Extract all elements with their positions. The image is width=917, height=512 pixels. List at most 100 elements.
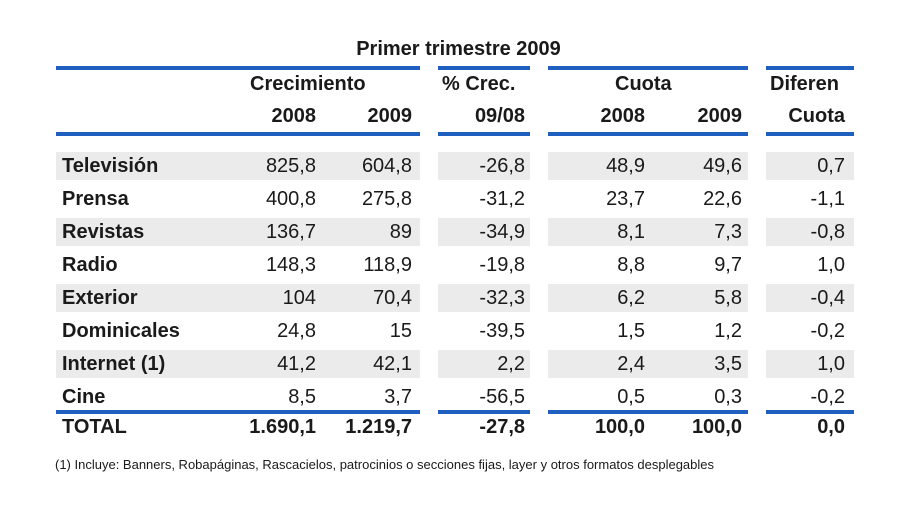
header-cuota-label: Cuota — [788, 105, 845, 127]
row-c2008: 148,3 — [265, 254, 316, 276]
row-dif: 1,0 — [817, 254, 845, 276]
row-q2009: 9,7 — [714, 254, 742, 276]
row-c2008: 8,5 — [288, 386, 316, 408]
row-dif: 0,7 — [817, 155, 845, 177]
row-c2008: 136,7 — [265, 221, 316, 243]
row-shade — [548, 152, 748, 180]
total-bar-crec — [438, 410, 530, 414]
row-shade — [56, 350, 420, 378]
header-diferen: Diferen — [770, 73, 839, 95]
header-bottom-bar-crecimiento — [56, 132, 420, 136]
row-crec: -56,5 — [479, 386, 525, 408]
row-label: Cine — [62, 386, 106, 408]
row-shade — [766, 152, 854, 180]
row-shade — [548, 284, 748, 312]
row-crec: -34,9 — [479, 221, 525, 243]
row-crec: -32,3 — [479, 287, 525, 309]
row-dif: -0,4 — [810, 287, 845, 309]
row-dif: -0,2 — [810, 386, 845, 408]
row-shade — [766, 218, 854, 246]
row-label: Televisión — [62, 155, 159, 177]
total-c2009: 1.219,7 — [345, 416, 412, 438]
row-q2009: 1,2 — [714, 320, 742, 342]
header-2009: 2009 — [367, 105, 413, 127]
row-label: Revistas — [62, 221, 145, 243]
row-c2009: 42,1 — [373, 353, 412, 375]
total-q2008: 100,0 — [594, 416, 645, 438]
table-title-text: Primer trimestre 2009 — [356, 38, 561, 60]
row-shade — [438, 218, 530, 246]
row-c2009: 604,8 — [361, 155, 412, 177]
row-label: Internet (1) — [62, 353, 166, 375]
row-c2009: 3,7 — [384, 386, 412, 408]
header-top-bar-crec — [438, 66, 530, 70]
row-shade — [548, 350, 748, 378]
total-label: TOTAL — [62, 416, 127, 438]
row-crec: -26,8 — [479, 155, 525, 177]
row-shade — [766, 350, 854, 378]
row-label: Radio — [62, 254, 118, 276]
header-top-bar-cuota — [548, 66, 748, 70]
total-bar-cuota — [548, 410, 748, 414]
total-q2009: 100,0 — [691, 416, 742, 438]
row-c2009: 70,4 — [373, 287, 412, 309]
row-q2008: 48,9 — [606, 155, 645, 177]
row-crec: -19,8 — [479, 254, 525, 276]
total-crec: -27,8 — [479, 416, 525, 438]
row-q2009: 22,6 — [703, 188, 742, 210]
row-q2008: 8,1 — [617, 221, 645, 243]
header-cuota-2008: 2008 — [600, 105, 646, 127]
row-q2008: 0,5 — [617, 386, 645, 408]
row-shade — [56, 218, 420, 246]
header-top-bar-diferen — [766, 66, 854, 70]
row-dif: -0,2 — [810, 320, 845, 342]
row-shade — [438, 350, 530, 378]
header-cuota-2009: 2009 — [697, 105, 743, 127]
row-q2008: 23,7 — [606, 188, 645, 210]
total-c2008: 1.690,1 — [249, 416, 316, 438]
header-cuota: Cuota — [615, 73, 672, 95]
row-crec: 2,2 — [497, 353, 525, 375]
header-crecimiento: Crecimiento — [250, 73, 366, 95]
row-shade — [766, 284, 854, 312]
header-bottom-bar-diferen — [766, 132, 854, 136]
row-label: Dominicales — [62, 320, 180, 342]
row-q2009: 3,5 — [714, 353, 742, 375]
row-dif: -0,8 — [810, 221, 845, 243]
row-q2009: 0,3 — [714, 386, 742, 408]
header-bottom-bar-cuota — [548, 132, 748, 136]
row-c2008: 24,8 — [277, 320, 316, 342]
row-shade — [56, 152, 420, 180]
row-label: Exterior — [62, 287, 138, 309]
row-shade — [438, 152, 530, 180]
row-dif: 1,0 — [817, 353, 845, 375]
row-c2009: 118,9 — [363, 254, 412, 276]
row-q2009: 5,8 — [714, 287, 742, 309]
row-shade — [438, 284, 530, 312]
table-title: Primer trimestre 2009 — [0, 38, 917, 61]
row-crec: -31,2 — [479, 188, 525, 210]
row-q2009: 49,6 — [703, 155, 742, 177]
row-c2009: 89 — [389, 221, 412, 243]
row-q2009: 7,3 — [714, 221, 742, 243]
footnote: (1) Incluye: Banners, Robapáginas, Rasca… — [55, 457, 715, 472]
row-c2008: 400,8 — [265, 188, 316, 210]
row-crec: -39,5 — [479, 320, 525, 342]
row-shade — [548, 218, 748, 246]
row-q2008: 8,8 — [617, 254, 645, 276]
row-label: Prensa — [62, 188, 129, 210]
row-c2008: 41,2 — [277, 353, 316, 375]
header-period: 09/08 — [474, 105, 525, 127]
row-c2009: 275,8 — [361, 188, 412, 210]
row-q2008: 1,5 — [617, 320, 645, 342]
row-dif: -1,1 — [810, 188, 845, 210]
row-shade — [56, 284, 420, 312]
total-bar-diferen — [766, 410, 854, 414]
row-q2008: 2,4 — [617, 353, 645, 375]
header-bottom-bar-crec — [438, 132, 530, 136]
row-c2009: 15 — [389, 320, 412, 342]
header-2008: 2008 — [271, 105, 317, 127]
row-c2008: 825,8 — [265, 155, 316, 177]
header-top-bar-crecimiento — [56, 66, 420, 70]
row-q2008: 6,2 — [617, 287, 645, 309]
